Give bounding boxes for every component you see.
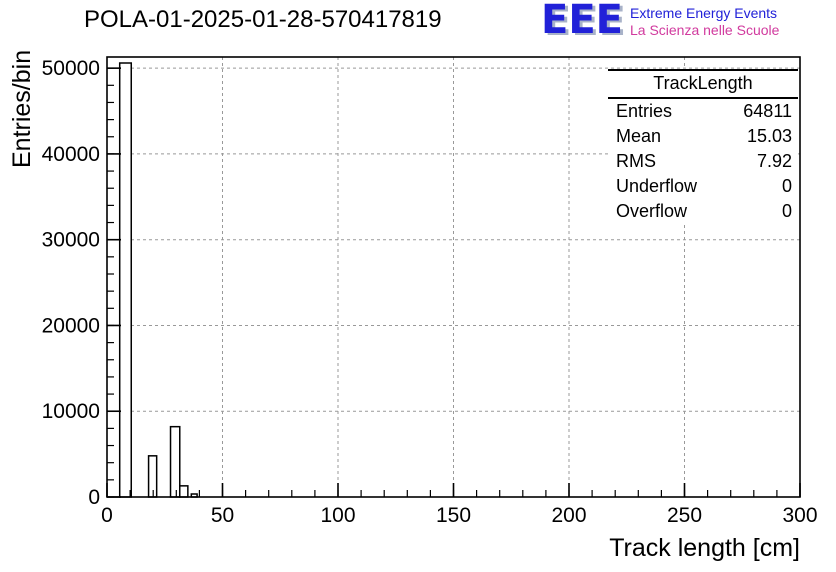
stats-row: Mean 15.03 [608,124,798,149]
x-axis-title: Track length [cm] [609,534,800,562]
plot-title: POLA-01-2025-01-28-570417819 [84,6,442,33]
stats-label: Entries [616,101,673,121]
y-tick-label: 0 [88,486,100,509]
y-tick-label: 10000 [42,400,100,423]
stats-row: Underflow 0 [608,174,798,199]
stats-value: 7.92 [756,151,792,171]
stats-row: Entries 64811 [608,99,798,124]
histogram-bar [169,425,181,498]
y-tick-label: 20000 [42,314,100,337]
eee-logo-line2: La Scienza nelle Scuole [629,22,780,38]
x-tick-label: 100 [320,504,355,527]
x-tick-label: 200 [551,504,586,527]
stats-value: 64811 [743,101,792,121]
y-tick-label: 30000 [42,229,100,252]
stats-value: 0 [781,201,792,221]
y-axis-title: Entries/bin [8,50,36,168]
stats-box-title: TrackLength [608,71,798,99]
plot-generated-layer: 0 50 100 150 200 250 300 0 10000 20000 30000 40000 5… [42,56,818,527]
stats-row: Overflow 0 [608,199,798,224]
stats-value: 0 [781,176,792,196]
histogram-bar [179,485,189,498]
stats-value: 15.03 [746,126,792,146]
histogram-bar [118,62,133,498]
y-tick-label: 50000 [42,57,100,80]
y-tick-label: 40000 [42,143,100,166]
stats-label: Overflow [616,201,688,221]
stats-row: RMS 7.92 [608,149,798,174]
x-tick-label: 250 [667,504,702,527]
eee-logo-line1: Extreme Energy Events [629,5,778,21]
eee-logo-subtitle: Extreme Energy Events La Scienza nelle S… [630,5,779,39]
eee-logo-text: EEE [541,0,623,43]
stats-label: Mean [616,126,662,146]
stats-box: TrackLength Entries 64811 Mean 15.03 RMS 7.92… [608,69,798,224]
x-tick-label: 0 [101,504,113,527]
stats-label: Underflow [616,176,698,196]
x-tick-label: 50 [211,504,234,527]
eee-logo: EEE Extreme Energy Events La Scienza nel… [541,0,779,43]
x-tick-label: 150 [436,504,471,527]
stats-rows: Entries 64811 Mean 15.03 RMS 7.92 Underflow 0 Ov… [608,99,798,224]
x-tick-label: 300 [782,504,817,527]
stats-label: RMS [616,151,656,171]
